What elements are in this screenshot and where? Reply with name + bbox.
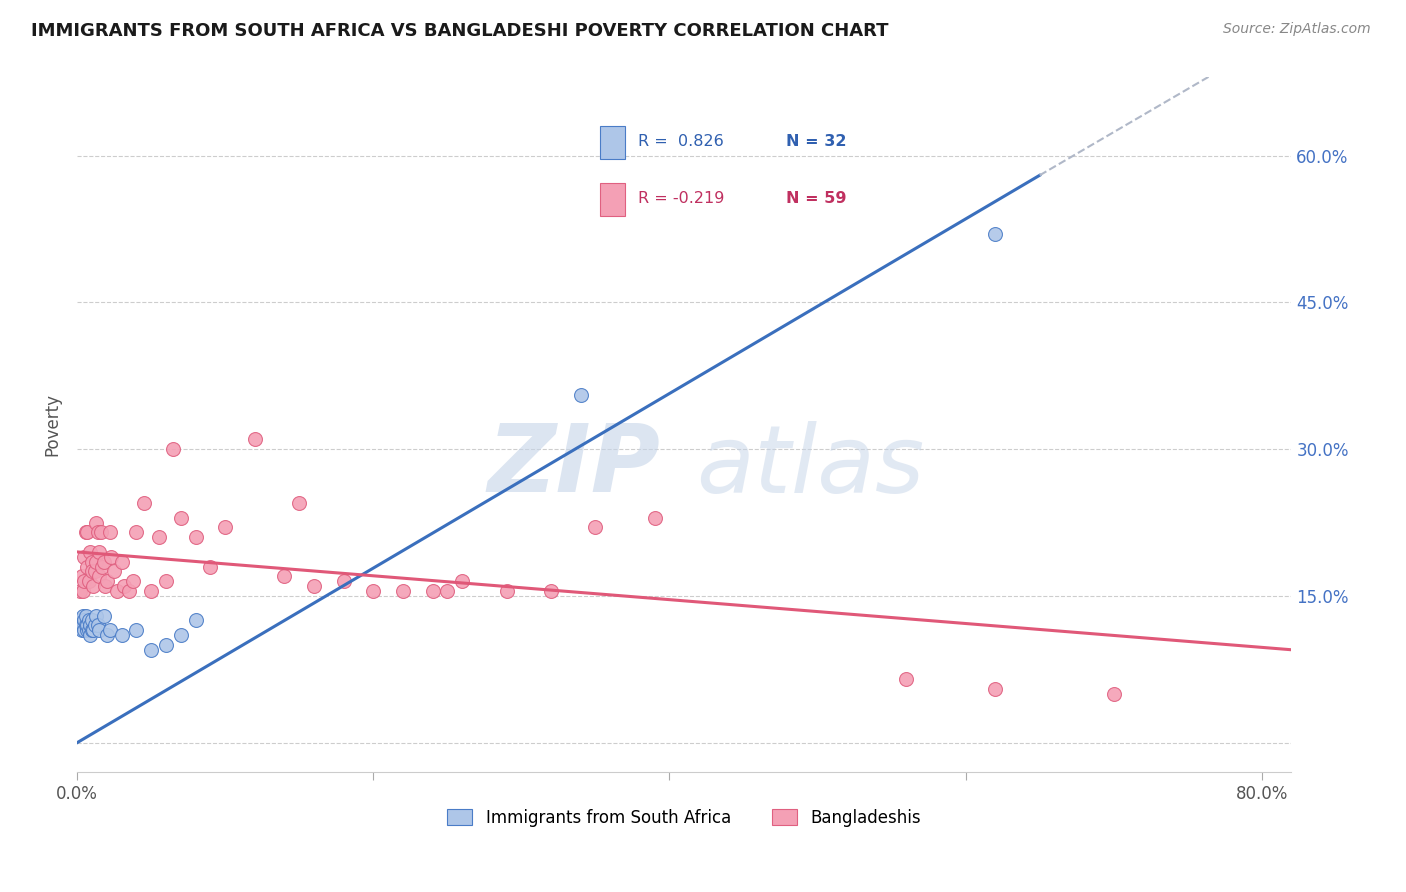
- Text: ZIP: ZIP: [486, 420, 659, 512]
- Point: [200, 559, 222, 574]
- Point: [93, 555, 115, 569]
- Point: [83, 618, 105, 632]
- Point: [139, 584, 162, 599]
- Point: [540, 584, 562, 599]
- Y-axis label: Poverty: Poverty: [44, 393, 60, 456]
- Point: [86, 608, 108, 623]
- Point: [80, 565, 103, 579]
- Point: [583, 520, 606, 534]
- Point: [273, 569, 295, 583]
- Point: [96, 628, 118, 642]
- Point: [75, 608, 97, 623]
- Point: [73, 614, 96, 628]
- Point: [569, 388, 592, 402]
- Point: [644, 510, 666, 524]
- Point: [118, 584, 141, 599]
- Point: [80, 555, 103, 569]
- Point: [302, 579, 325, 593]
- Point: [243, 433, 266, 447]
- Point: [170, 628, 193, 642]
- Point: [162, 442, 184, 457]
- Point: [103, 565, 125, 579]
- Point: [125, 525, 148, 540]
- Point: [86, 555, 108, 569]
- Text: Source: ZipAtlas.com: Source: ZipAtlas.com: [1223, 22, 1371, 37]
- Point: [77, 574, 100, 589]
- Point: [90, 525, 112, 540]
- Point: [87, 525, 110, 540]
- Point: [155, 574, 177, 589]
- Point: [184, 614, 207, 628]
- Point: [73, 623, 96, 637]
- Point: [70, 623, 93, 637]
- Point: [361, 584, 384, 599]
- Point: [96, 574, 118, 589]
- Point: [76, 623, 98, 637]
- Point: [73, 574, 96, 589]
- Point: [87, 618, 110, 632]
- Point: [73, 549, 96, 564]
- Point: [94, 579, 117, 593]
- Point: [451, 574, 474, 589]
- Point: [100, 549, 122, 564]
- Point: [110, 628, 132, 642]
- Point: [79, 545, 101, 559]
- Point: [72, 618, 94, 632]
- Point: [77, 614, 100, 628]
- Point: [91, 559, 114, 574]
- Point: [98, 525, 121, 540]
- Point: [80, 614, 103, 628]
- Point: [984, 227, 1007, 241]
- Point: [70, 569, 93, 583]
- Point: [170, 510, 193, 524]
- Point: [79, 628, 101, 642]
- Point: [80, 623, 103, 637]
- Point: [114, 579, 136, 593]
- Point: [436, 584, 458, 599]
- Point: [82, 579, 104, 593]
- Point: [495, 584, 517, 599]
- Point: [76, 559, 98, 574]
- Point: [69, 584, 91, 599]
- Point: [76, 525, 98, 540]
- Point: [82, 623, 104, 637]
- Point: [214, 520, 236, 534]
- Point: [125, 623, 148, 637]
- Point: [392, 584, 415, 599]
- Point: [98, 623, 121, 637]
- Point: [79, 618, 101, 632]
- Point: [422, 584, 444, 599]
- Point: [76, 618, 98, 632]
- Point: [139, 642, 162, 657]
- Point: [69, 614, 91, 628]
- Point: [89, 623, 111, 637]
- Point: [86, 516, 108, 530]
- Point: [89, 569, 111, 583]
- Point: [148, 530, 170, 544]
- Text: IMMIGRANTS FROM SOUTH AFRICA VS BANGLADESHI POVERTY CORRELATION CHART: IMMIGRANTS FROM SOUTH AFRICA VS BANGLADE…: [31, 22, 889, 40]
- Point: [896, 672, 918, 686]
- Point: [72, 608, 94, 623]
- Point: [110, 555, 132, 569]
- Point: [83, 565, 105, 579]
- Point: [77, 623, 100, 637]
- Point: [105, 584, 128, 599]
- Point: [132, 496, 155, 510]
- Point: [93, 608, 115, 623]
- Point: [75, 618, 97, 632]
- Point: [75, 525, 97, 540]
- Point: [1102, 687, 1125, 701]
- Point: [288, 496, 311, 510]
- Point: [155, 638, 177, 652]
- Point: [72, 584, 94, 599]
- Point: [184, 530, 207, 544]
- Point: [984, 681, 1007, 696]
- Legend: Immigrants from South Africa, Bangladeshis: Immigrants from South Africa, Bangladesh…: [440, 802, 928, 833]
- Point: [122, 574, 145, 589]
- Point: [89, 545, 111, 559]
- Text: atlas: atlas: [696, 421, 925, 512]
- Point: [332, 574, 354, 589]
